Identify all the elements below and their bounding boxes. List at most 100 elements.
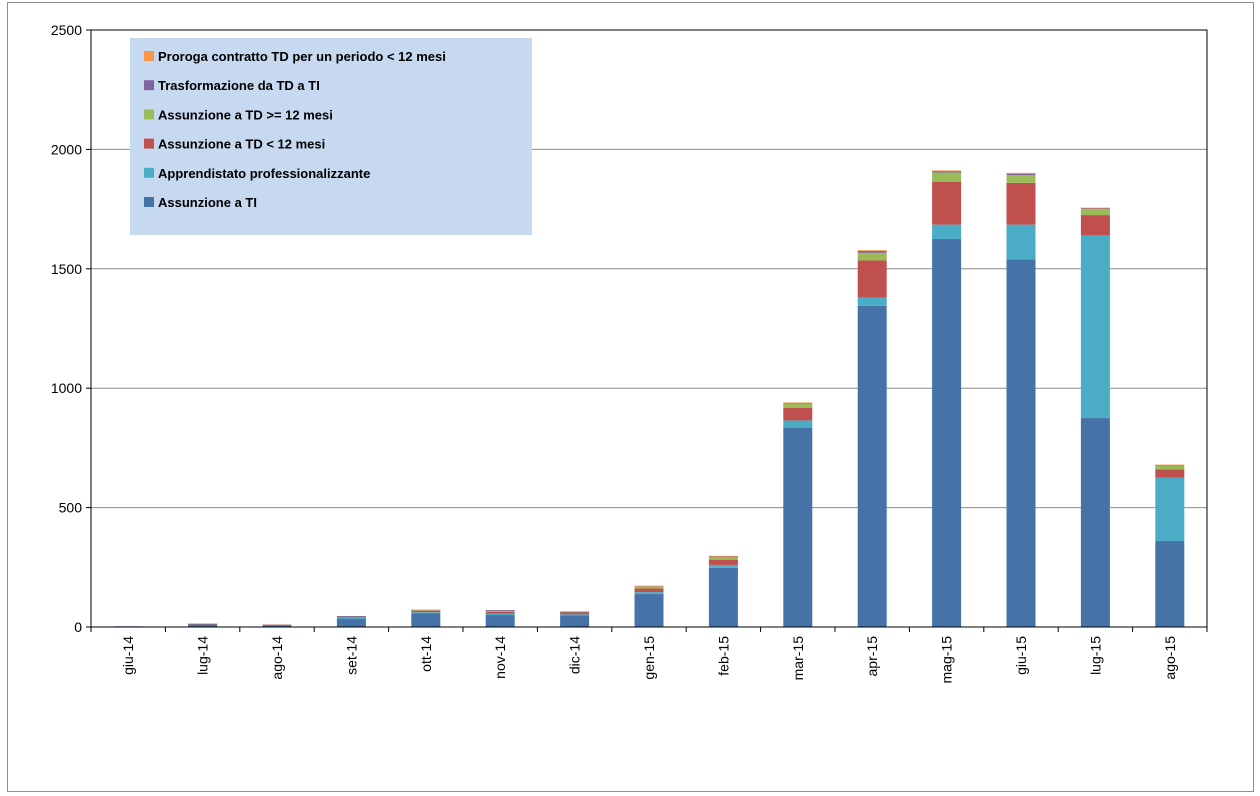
bar-segment — [188, 624, 218, 627]
legend-box — [130, 38, 532, 235]
x-tick-label: gen-15 — [641, 636, 657, 680]
bar-segment — [783, 402, 813, 404]
bar-segment — [1080, 215, 1110, 236]
bar-segment — [1080, 208, 1110, 210]
bar-segment — [411, 613, 441, 627]
bar-segment — [1080, 418, 1110, 627]
bar-segment — [560, 612, 590, 615]
bar-segment — [336, 616, 366, 618]
axes — [86, 29, 1208, 632]
y-tick-label: 500 — [59, 500, 83, 516]
bar-segment — [634, 588, 664, 593]
bar-segment — [634, 586, 664, 589]
legend-swatch — [144, 80, 154, 91]
bar-segment — [1155, 541, 1185, 627]
chart-frame — [7, 2, 1254, 792]
bar-segment — [783, 420, 813, 428]
bar-segment — [857, 260, 887, 298]
bar-segment — [1006, 175, 1036, 183]
x-tick-label: lug-14 — [195, 636, 211, 675]
bar-segment — [1006, 259, 1036, 627]
bar-segment — [485, 610, 515, 611]
legend-label: Trasformazione da TD a TI — [158, 78, 320, 93]
bar-segment — [262, 624, 292, 626]
x-tick-label: mar-15 — [790, 636, 806, 681]
x-tick-label: giu-15 — [1013, 636, 1029, 675]
x-tick-labels: giu-14 lug-14 ago-14 set-14 ott-14 nov-14 dic-… — [120, 636, 1178, 684]
x-tick-label: ott-14 — [418, 636, 434, 672]
bar-segment — [932, 224, 962, 239]
bar-segment — [708, 559, 738, 565]
bar-segment — [634, 592, 664, 595]
y-tick-labels: 0 500 1000 1500 2000 2500 — [51, 22, 82, 635]
bar-segment — [485, 615, 515, 627]
bar-segment — [560, 615, 590, 627]
x-tick-label: dic-14 — [567, 636, 583, 674]
legend-label: Assunzione a TD < 12 mesi — [158, 137, 325, 152]
bar-segment — [932, 172, 962, 182]
bar-segment — [634, 585, 664, 587]
bar-segment — [1006, 173, 1036, 176]
bar-segment — [932, 181, 962, 225]
bar-segment — [188, 623, 218, 625]
bar-segment — [783, 403, 813, 404]
legend-swatch — [144, 109, 154, 120]
bar-segment — [1006, 172, 1036, 174]
legend-label: Apprendistato professionalizzante — [158, 166, 370, 181]
bar-segment — [783, 403, 813, 409]
bar-segment — [1155, 477, 1185, 542]
bar-segment — [708, 555, 738, 557]
y-tick-label: 2500 — [51, 22, 82, 38]
bar-segment — [1155, 465, 1185, 466]
x-tick-label: apr-15 — [864, 636, 880, 677]
bar-segment — [485, 613, 515, 616]
bar-segment — [857, 252, 887, 261]
bar-segment — [634, 594, 664, 627]
bars — [113, 170, 1185, 628]
legend: Proroga contratto TD per un periodo < 12… — [130, 38, 532, 235]
x-tick-label: ago-15 — [1162, 636, 1178, 680]
bar-segment — [783, 427, 813, 627]
x-tick-label: mag-15 — [939, 636, 955, 684]
bar-segment — [1080, 235, 1110, 419]
y-tick-label: 2000 — [51, 141, 82, 157]
bar-segment — [560, 614, 590, 616]
bar-segment — [336, 618, 366, 627]
y-tick-label: 1000 — [51, 380, 82, 396]
x-tick-label: lug-15 — [1087, 636, 1103, 675]
y-tick-label: 1500 — [51, 261, 82, 277]
legend-label: Proroga contratto TD per un periodo < 12… — [158, 49, 446, 64]
legend-swatch — [144, 167, 154, 178]
bar-segment — [932, 170, 962, 172]
bar-segment — [1155, 465, 1185, 470]
bar-segment — [857, 250, 887, 251]
legend-swatch — [144, 51, 154, 61]
x-tick-label: feb-15 — [715, 636, 731, 676]
bar-segment — [708, 557, 738, 560]
bar-segment — [932, 238, 962, 627]
bar-segment — [336, 616, 366, 617]
x-tick-label: nov-14 — [492, 636, 508, 679]
bar-segment — [411, 612, 441, 614]
bar-segment — [1006, 182, 1036, 225]
bar-segment — [932, 171, 962, 173]
bar-segment — [411, 610, 441, 613]
bar-segment — [411, 609, 441, 611]
bar-segment — [560, 611, 590, 613]
bar-segment — [857, 305, 887, 627]
bar-segment — [336, 617, 366, 619]
bar-segment — [857, 297, 887, 306]
bar-segment — [1155, 469, 1185, 478]
x-tick-label: set-14 — [343, 636, 359, 675]
bar-segment — [1080, 207, 1110, 209]
legend-label: Assunzione a TD >= 12 mesi — [158, 107, 333, 122]
bar-segment — [857, 250, 887, 253]
bar-segment — [262, 625, 292, 627]
bar-segment — [1155, 464, 1185, 466]
bar-segment — [783, 408, 813, 421]
bar-segment — [1080, 209, 1110, 216]
bar-segment — [1006, 224, 1036, 260]
bar-segment — [708, 564, 738, 568]
legend-swatch — [144, 138, 154, 149]
bar-segment — [485, 610, 515, 612]
